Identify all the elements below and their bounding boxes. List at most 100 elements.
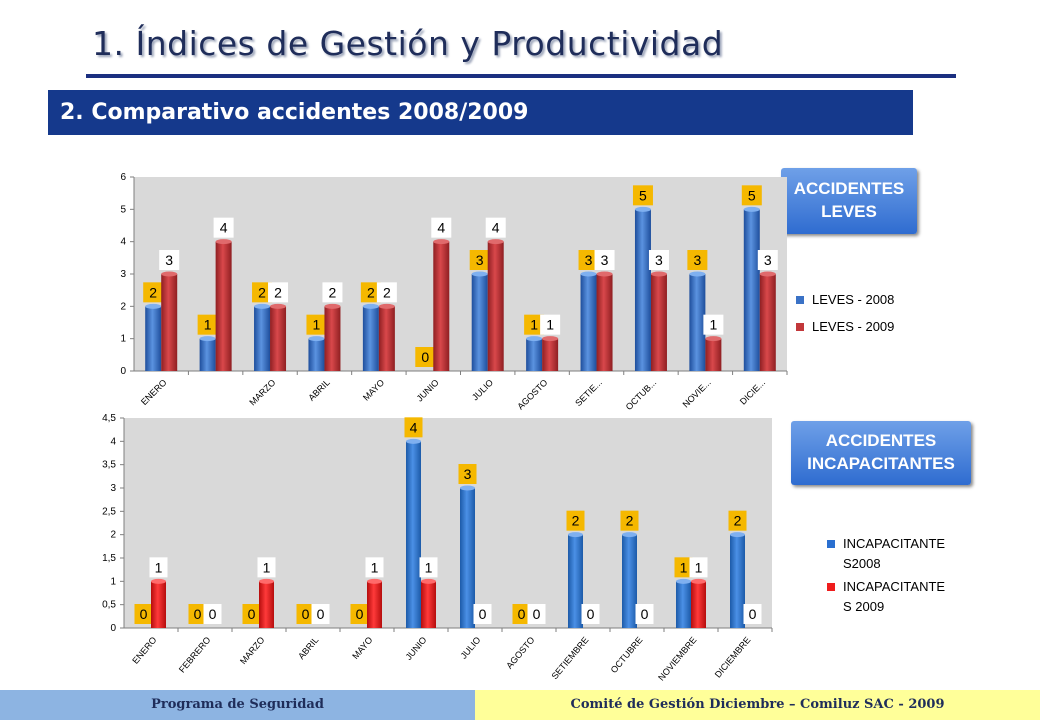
data-label-box: [524, 314, 545, 335]
data-label-box: [268, 282, 289, 303]
data-label-box: [188, 604, 207, 624]
legend-swatch: [827, 540, 835, 548]
data-label-box: [203, 604, 222, 624]
bar: [215, 241, 232, 371]
data-label: 0: [533, 606, 541, 622]
data-label: 3: [601, 252, 609, 268]
accidentes-leves-button[interactable]: ACCIDENTES LEVES: [781, 168, 917, 234]
data-label: 1: [263, 559, 271, 575]
data-label-box: [527, 604, 546, 624]
data-label: 0: [194, 606, 202, 622]
y-tick-label: 2: [120, 301, 126, 312]
data-label-box: [687, 250, 708, 270]
data-label: 0: [209, 606, 217, 622]
x-tick-label: JUNIO: [415, 377, 441, 403]
bar: [622, 534, 637, 628]
bar: [676, 581, 691, 628]
data-label-box: [350, 604, 369, 624]
bar: [705, 338, 722, 371]
bar: [487, 241, 504, 371]
data-label-box: [635, 604, 654, 624]
bar-cap: [759, 271, 776, 277]
data-label-box: [376, 282, 397, 303]
data-label-box: [365, 557, 384, 578]
bar-cap: [580, 271, 597, 277]
legend-label: LEVES - 2008: [812, 292, 894, 307]
data-label-box: [743, 604, 762, 624]
bar: [421, 581, 436, 628]
data-label-box: [512, 604, 531, 624]
y-tick-label: 2: [110, 530, 116, 541]
data-label-box: [648, 250, 669, 270]
y-tick-label: 4: [110, 436, 116, 447]
data-label: 0: [749, 606, 757, 622]
bar-cap: [568, 532, 583, 538]
data-label: 2: [258, 284, 266, 300]
data-label-box: [322, 282, 343, 303]
footer-program: Programa de Seguridad: [0, 690, 475, 720]
data-label: 0: [587, 606, 595, 622]
data-label-box: [594, 250, 615, 270]
data-label: 3: [693, 252, 701, 268]
bar-cap: [259, 578, 274, 584]
bar-cap: [487, 239, 504, 245]
bar: [460, 488, 475, 628]
y-tick-label: 6: [120, 172, 126, 183]
legend-label: S2008: [843, 556, 881, 571]
x-tick-label: MAYO: [361, 377, 386, 402]
data-label-box: [242, 604, 261, 624]
data-label: 3: [585, 252, 593, 268]
page-title: 1. Índices de Gestión y Productividad: [92, 24, 724, 63]
data-label-box: [404, 417, 423, 438]
data-label: 0: [421, 349, 429, 365]
bar-cap: [471, 271, 488, 277]
bar-cap: [161, 271, 178, 277]
data-label: 0: [356, 606, 364, 622]
plot-area: [134, 177, 787, 371]
bar-cap: [270, 303, 287, 309]
x-tick-label: DICIEMBRE: [713, 635, 753, 680]
bar: [433, 241, 450, 371]
bar-cap: [215, 239, 232, 245]
data-label-box: [458, 464, 477, 484]
accidentes-incapacitantes-button[interactable]: ACCIDENTES INCAPACITANTES: [791, 421, 971, 485]
data-label: 0: [248, 606, 256, 622]
legend-swatch: [796, 296, 804, 304]
bar: [161, 274, 178, 371]
x-tick-label: ABRIL: [306, 377, 331, 402]
bar-cap: [254, 303, 271, 309]
y-tick-label: 5: [120, 204, 126, 215]
bar-cap: [676, 578, 691, 584]
data-label-box: [674, 557, 693, 578]
data-label: 0: [518, 606, 526, 622]
data-label: 1: [709, 317, 717, 333]
x-tick-label: JUNIO: [404, 635, 429, 662]
bar-cap: [378, 303, 395, 309]
data-label-box: [540, 314, 561, 335]
data-label: 1: [695, 559, 703, 575]
section-banner: 2. Comparativo accidentes 2008/2009: [48, 90, 913, 135]
legend-label: INCAPACITANTE: [843, 536, 945, 551]
bar: [650, 274, 667, 371]
x-tick-label: NOVIEMBRE: [656, 635, 698, 683]
data-label: 1: [680, 559, 688, 575]
bar-cap: [460, 485, 475, 491]
bar-cap: [406, 438, 421, 444]
data-label: 3: [764, 252, 772, 268]
bar: [199, 338, 216, 371]
data-label-box: [578, 250, 599, 270]
x-tick-label: OCTUBRE: [609, 635, 645, 675]
y-tick-label: 2,5: [102, 506, 116, 517]
bar: [406, 441, 421, 628]
bar: [634, 209, 651, 371]
x-tick-label: ENERO: [139, 377, 169, 407]
data-label: 0: [317, 606, 325, 622]
data-label-box: [741, 185, 762, 206]
data-label-box: [485, 217, 506, 238]
bar-cap: [596, 271, 613, 277]
data-label: 4: [437, 220, 445, 236]
data-label: 1: [313, 317, 321, 333]
bar: [689, 274, 706, 371]
